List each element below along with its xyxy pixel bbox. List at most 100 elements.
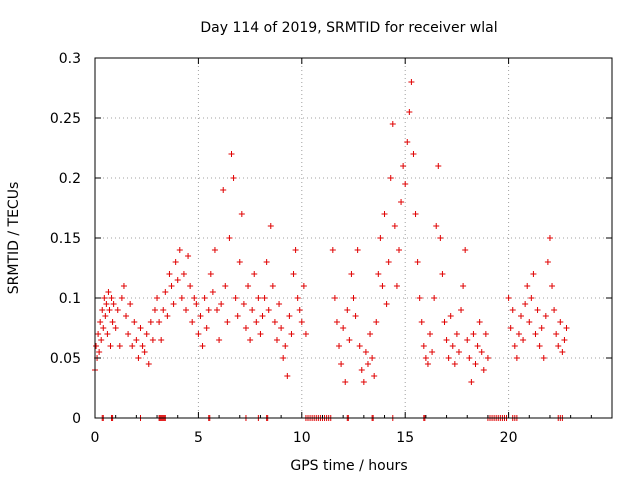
data-point [110,301,117,307]
data-point [402,181,409,187]
data-point [410,151,417,157]
data-point [207,271,214,277]
data-point [455,349,462,355]
data-point [267,223,274,229]
data-point [214,307,221,313]
data-point [288,331,295,337]
data-point [377,235,384,241]
data-point [298,319,305,325]
data-point [420,343,427,349]
data-point [348,271,355,277]
data-points [92,79,570,385]
data-point [385,259,392,265]
data-point [404,139,411,145]
data-point [160,307,167,313]
data-point [145,361,152,367]
data-point [542,313,549,319]
data-point [435,163,442,169]
x-tick-label: 20 [500,430,518,446]
data-point [96,349,103,355]
data-point [346,337,353,343]
data-point [559,349,566,355]
data-point [447,313,454,319]
data-point [468,379,475,385]
data-point [443,337,450,343]
data-point [158,337,165,343]
y-tick-label: 0.15 [50,231,81,247]
data-point [528,295,535,301]
data-point [453,331,460,337]
data-point [329,247,336,253]
x-tick-label: 10 [293,430,311,446]
data-point [515,331,522,337]
y-tick-label: 0.25 [50,111,81,127]
data-point [98,337,105,343]
data-point [509,307,516,313]
data-point [156,319,163,325]
data-point [234,313,241,319]
data-point [367,331,374,337]
data-point [114,307,121,313]
data-point [101,295,108,301]
data-point [166,271,173,277]
data-point [408,79,415,85]
data-point [116,343,123,349]
y-tick-label: 0.3 [59,51,81,67]
data-point [147,319,154,325]
y-tick-label: 0.05 [50,351,81,367]
data-point [168,283,175,289]
data-point [389,121,396,127]
data-point [107,343,114,349]
y-tick-label: 0.2 [59,171,81,187]
data-point [211,247,218,253]
data-point [149,337,156,343]
data-point [280,355,287,361]
data-point [135,355,142,361]
data-point [451,361,458,367]
data-point [427,331,434,337]
data-point [247,337,254,343]
data-point [97,319,104,325]
data-point [358,367,365,373]
data-point [414,259,421,265]
axis-ticks: 0 5 10 15 20 0 0.05 0.1 0.15 0.2 0.25 0.3 [50,51,612,446]
data-point [561,337,568,343]
data-point [118,295,125,301]
data-point [458,307,465,313]
data-point [220,187,227,193]
data-point [352,313,359,319]
data-point [340,325,347,331]
data-point [257,331,264,337]
data-point [230,175,237,181]
data-point [209,289,216,295]
data-point [422,355,429,361]
data-point [95,331,102,337]
data-point [393,283,400,289]
data-point [563,325,570,331]
data-point [484,355,491,361]
data-point [294,295,301,301]
data-point [205,307,212,313]
data-point [470,331,477,337]
data-point [418,319,425,325]
data-point [143,331,150,337]
data-point [172,259,179,265]
data-point [273,337,280,343]
data-point [395,247,402,253]
data-point [460,283,467,289]
data-point [551,307,558,313]
data-point [424,361,431,367]
data-point [482,331,489,337]
data-point [441,319,448,325]
data-point [164,313,171,319]
data-point [406,109,413,115]
data-point [103,301,110,307]
data-point [123,313,130,319]
data-point [182,307,189,313]
data-point [253,319,260,325]
data-point [292,247,299,253]
grid-lines [95,58,612,418]
data-point [193,301,200,307]
data-point [429,349,436,355]
data-point [383,301,390,307]
